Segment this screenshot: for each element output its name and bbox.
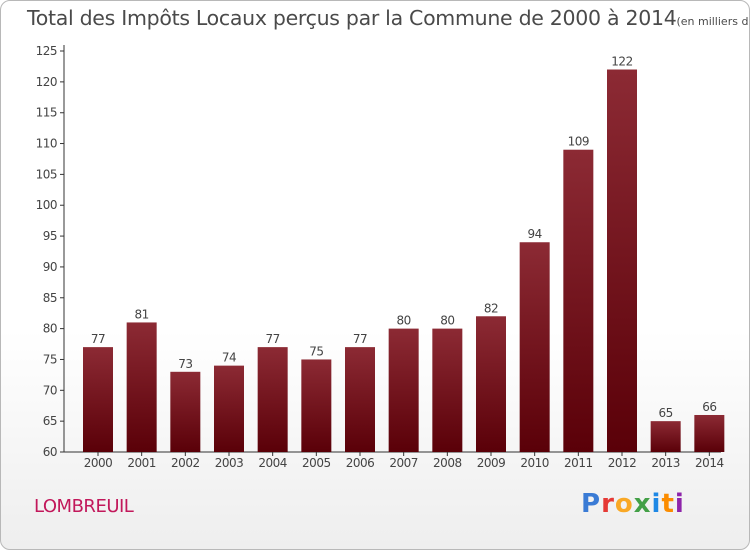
proxiti-logo[interactable]: Proxiti (581, 489, 685, 519)
x-tick-label: 2014 (695, 456, 724, 470)
logo-letter: x (633, 489, 652, 519)
commune-name: LOMBREUIL (34, 496, 134, 517)
x-tick-label: 2013 (651, 456, 680, 470)
bar-value-label: 66 (702, 400, 716, 414)
y-axis: 60 65 70 75 80 85 90 95 100 105 110 115 120 125 (36, 44, 65, 459)
bar (170, 371, 201, 452)
bar (257, 347, 288, 452)
x-tick-label: 2012 (608, 456, 637, 470)
y-tick-label: 65 (43, 414, 57, 428)
x-tick-label: 2003 (215, 456, 244, 470)
x-tick-label: 2008 (433, 456, 462, 470)
x-tick-label: 2006 (346, 456, 375, 470)
bar (301, 359, 332, 452)
bar-value-label: 73 (178, 357, 192, 371)
x-tick-label: 2009 (477, 456, 506, 470)
bar (126, 322, 157, 452)
y-tick-label: 115 (36, 106, 57, 120)
y-tick-label: 75 (43, 352, 57, 366)
bar-value-label: 82 (484, 301, 498, 315)
x-tick-label: 2002 (171, 456, 200, 470)
x-tick-label: 2010 (520, 456, 549, 470)
bars (83, 69, 725, 452)
chart-title: Total des Impôts Locaux perçus par la Co… (27, 6, 749, 30)
bar (345, 347, 375, 452)
x-tick-label: 2011 (564, 456, 593, 470)
bar (694, 414, 725, 452)
x-tick-label: 2005 (302, 456, 331, 470)
bar (432, 328, 463, 452)
x-axis: 2000 2001 2002 2003 2004 2005 2006 2007 2008 2009… (64, 451, 724, 470)
bar-value-label: 77 (266, 332, 280, 346)
bar-value-label: 80 (397, 314, 411, 328)
title-unit: (en milliers d'€) (676, 15, 749, 28)
y-tick-label: 105 (36, 167, 57, 181)
y-tick-label: 90 (43, 260, 57, 274)
data-labels: 77 81 73 74 77 75 77 80 80 82 94 109 122 65 66 (91, 55, 717, 421)
x-tick-label: 2001 (127, 456, 156, 470)
bar-value-label: 65 (659, 406, 673, 420)
logo-letter: r (601, 489, 615, 519)
y-tick-label: 110 (36, 137, 57, 151)
y-tick-label: 100 (36, 198, 57, 212)
y-tick-label: 80 (43, 322, 57, 336)
bar (388, 328, 419, 452)
bar-value-label: 81 (135, 307, 149, 321)
x-tick-label: 2007 (389, 456, 418, 470)
y-tick-label: 120 (36, 75, 57, 89)
bar-value-label: 74 (222, 351, 236, 365)
y-tick-label: 95 (43, 229, 57, 243)
y-tick-label: 60 (43, 445, 57, 459)
bar (607, 69, 637, 452)
y-tick-label: 125 (36, 44, 57, 58)
logo-letter: t (661, 489, 675, 519)
bar-value-label: 77 (91, 332, 105, 346)
y-tick-label: 85 (43, 291, 57, 305)
y-tick-label: 70 (43, 383, 57, 397)
logo-letter: i (674, 489, 685, 519)
bar-value-label: 77 (353, 332, 367, 346)
title-text: Total des Impôts Locaux perçus par la Co… (27, 6, 677, 30)
bar-value-label: 80 (440, 314, 454, 328)
logo-letter: o (614, 489, 634, 519)
bar-value-label: 122 (611, 55, 632, 69)
x-tick-label: 2000 (84, 456, 113, 470)
bar (214, 365, 244, 452)
bar (519, 242, 550, 452)
logo-letter: P (581, 489, 602, 519)
bar (563, 149, 594, 452)
bar-value-label: 94 (528, 227, 542, 241)
bar (476, 316, 506, 452)
x-tick-label: 2004 (258, 456, 287, 470)
bar (650, 421, 681, 452)
bar-value-label: 75 (309, 344, 323, 358)
logo-letter: i (651, 489, 662, 519)
bar (83, 347, 113, 452)
bar-value-label: 109 (568, 135, 589, 149)
